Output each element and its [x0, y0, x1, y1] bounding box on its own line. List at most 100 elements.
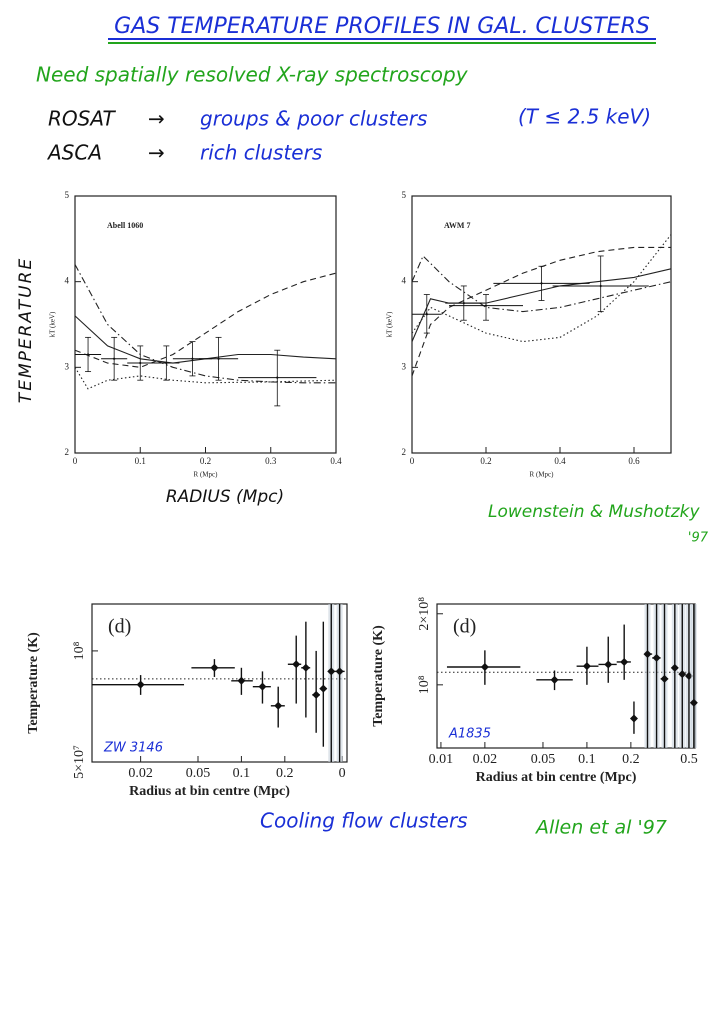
model-curve: [74, 272, 337, 368]
y-tick-label: 10⁸: [72, 641, 87, 660]
x-axis-label: R (Mpc): [194, 471, 219, 479]
x-tick-label: 0.4: [330, 456, 342, 466]
y-tick-label: 4: [65, 276, 70, 286]
asca-text: rich clusters: [200, 141, 322, 165]
cluster-label: AWM 7: [444, 221, 470, 230]
data-point: [462, 301, 466, 305]
data-point: [643, 650, 652, 659]
data-point: [210, 663, 219, 672]
y-tick-label: 2: [402, 447, 407, 457]
y-tick-label: 3: [402, 361, 407, 371]
title: GAS TEMPERATURE PROFILES IN GAL. CLUSTER…: [114, 14, 650, 39]
x-axis-label: R (Mpc): [530, 471, 555, 479]
data-point: [484, 304, 488, 308]
y-axis-label: Temperature (K): [371, 625, 386, 727]
x-tick-label: 0: [339, 766, 346, 781]
cluster-label: A1835: [448, 727, 491, 742]
data-point: [217, 357, 221, 361]
data-point: [237, 676, 246, 685]
data-point: [292, 660, 301, 669]
data-point: [678, 670, 687, 679]
y-axis-label: Temperature (K): [26, 632, 41, 734]
data-point: [689, 698, 698, 707]
rosat-note: (T ≤ 2.5 keV): [518, 105, 651, 129]
data-point: [274, 701, 283, 710]
data-point: [582, 662, 591, 671]
data-point: [319, 684, 328, 693]
data-point: [312, 690, 321, 699]
plot-background: [437, 604, 695, 748]
x-tick-label: 0.3: [265, 456, 277, 466]
need-line: Need spatially resolved X-ray spectrosco…: [36, 63, 469, 87]
data-point: [327, 667, 336, 676]
x-axis-label: Radius at bin centre (Mpc): [476, 770, 637, 785]
cluster-label: ZW 3146: [103, 741, 163, 756]
cooling-label: Cooling flow clusters: [260, 809, 468, 833]
x-tick-label: 0.02: [473, 752, 498, 767]
x-tick-label: 0.2: [276, 766, 294, 781]
y-tick-label: 5: [65, 190, 70, 200]
reference: Lowenstein & Mushotzky: [488, 502, 700, 522]
x-tick-label: 0.2: [200, 456, 211, 466]
x-tick-label: 0.2: [480, 456, 491, 466]
data-point: [301, 663, 310, 672]
x-tick-label: 0.01: [429, 752, 454, 767]
data-point: [604, 660, 613, 669]
x-tick-label: 0.4: [554, 456, 566, 466]
data-point: [164, 361, 168, 365]
y-tick-label: 4: [402, 276, 407, 286]
plot-frame: [74, 195, 337, 454]
model-curve: [74, 367, 337, 390]
x-tick-label: 0.05: [186, 766, 211, 781]
reference: Allen et al '97: [534, 817, 667, 839]
data-point: [660, 674, 669, 683]
panel-label: (d): [108, 616, 131, 638]
x-axis-label: Radius at bin centre (Mpc): [129, 784, 290, 799]
x-tick-label: 0.2: [622, 752, 640, 767]
data-point: [670, 663, 679, 672]
rosat-text: groups & poor clusters: [200, 107, 427, 131]
x-tick-label: 0: [410, 456, 415, 466]
asca: ASCA: [46, 141, 102, 165]
data-point: [112, 357, 116, 361]
data-point: [138, 361, 142, 365]
data-point: [258, 682, 267, 691]
model-curve: [411, 234, 672, 343]
y-tick-label: 5×10⁷: [72, 745, 87, 779]
x-tick-label: 0.1: [233, 766, 251, 781]
x-tick-label: 0: [73, 456, 78, 466]
panel-label: (d): [453, 616, 476, 638]
model-curve: [411, 268, 672, 342]
arrow: →: [148, 141, 165, 165]
data-point: [425, 312, 429, 316]
cluster-label: Abell 1060: [107, 221, 143, 230]
data-point: [550, 675, 559, 684]
data-point: [620, 657, 629, 666]
data-point: [540, 281, 543, 285]
data-point: [86, 352, 90, 356]
data-point: [190, 357, 194, 361]
x-tick-label: 0.05: [531, 752, 556, 767]
data-point: [629, 714, 638, 723]
data-point: [136, 680, 145, 689]
y-tick-label: 3: [65, 361, 70, 371]
arrow: →: [148, 107, 165, 131]
y-tick-label: 2×10⁸: [417, 597, 432, 631]
y-tick-label: 2: [65, 447, 70, 457]
plot-frame: [91, 603, 348, 763]
reference-year: '97: [688, 531, 709, 546]
data-point: [480, 662, 489, 671]
data-point: [275, 376, 279, 380]
data-point: [335, 667, 344, 676]
model-curve: [74, 264, 336, 384]
model-curve: [411, 246, 671, 377]
data-point: [599, 284, 603, 288]
plot-background: [92, 604, 347, 762]
plot-frame: [411, 195, 672, 454]
y-axis-label: kT (keV): [49, 311, 57, 337]
rosat: ROSAT: [48, 107, 117, 131]
y-tick-label: 5: [402, 190, 407, 200]
data-point: [652, 653, 661, 662]
y-axis-label: kT (keV): [386, 311, 394, 337]
